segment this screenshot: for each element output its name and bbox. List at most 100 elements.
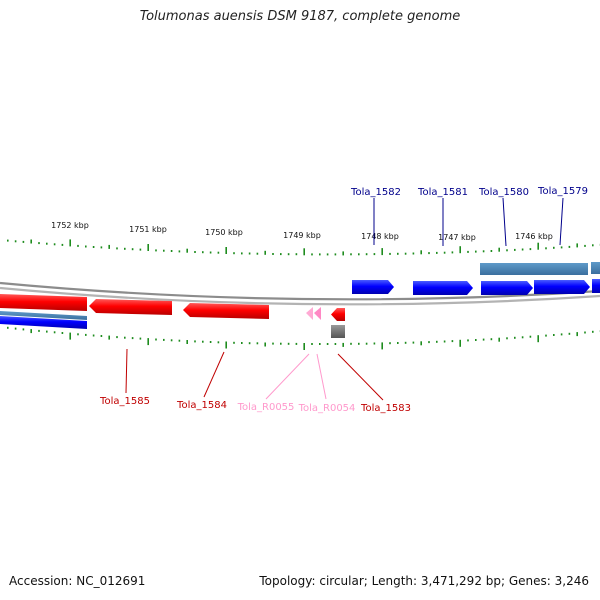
inner-minor-tick [38, 329, 40, 332]
top-gene-labels: Tola_1582 Tola_1581 Tola_1580 Tola_1579 [350, 186, 588, 198]
inner-major-tick [225, 341, 227, 349]
outer-minor-tick [61, 243, 64, 246]
inner-minor-tick [233, 341, 235, 344]
tick-label-1746: 1746 kbp [515, 232, 553, 241]
outer-minor-tick [373, 253, 376, 256]
inner-minor-tick [92, 334, 95, 337]
outer-minor-tick [170, 250, 173, 252]
cds-arrow-tola-1584[interactable] [183, 303, 269, 319]
gene-label-tola-1581[interactable]: Tola_1581 [417, 187, 468, 198]
inner-minor-tick [256, 342, 259, 345]
outer-minor-tick [443, 251, 446, 254]
gene-label-tola-1584[interactable]: Tola_1584 [176, 400, 227, 411]
gene-track-segment [0, 316, 87, 329]
inner-minor-tick [436, 340, 438, 343]
tick-label-1751: 1751 kbp [129, 225, 167, 234]
outer-minor-tick [560, 246, 563, 249]
cds-arrow-tola-1581[interactable] [413, 281, 473, 295]
inner-minor-tick [53, 331, 56, 334]
cds-arrow-tola-1580[interactable] [481, 281, 533, 295]
inner-minor-tick [319, 343, 321, 345]
outer-minor-tick [85, 245, 87, 248]
gene-track-segment [0, 311, 87, 320]
rna-track[interactable] [306, 307, 321, 320]
inner-minor-tick [116, 336, 118, 339]
outer-minor-tick [592, 244, 594, 247]
outer-minor-tick [139, 248, 142, 251]
inner-major-tick [459, 339, 461, 347]
outer-major-tick [225, 247, 227, 254]
inner-minor-tick [77, 333, 79, 336]
genome-summary-text: Topology: circular; Length: 3,471,292 bp… [259, 574, 589, 588]
gene-label-tola-1579[interactable]: Tola_1579 [537, 186, 588, 197]
outer-minor-tick [241, 252, 243, 255]
outer-minor-tick [186, 248, 188, 253]
top-label-leaders [373, 197, 564, 247]
reverse-cds-track[interactable] [0, 294, 345, 321]
inner-minor-tick [428, 341, 430, 344]
outer-minor-tick [264, 250, 266, 255]
outer-tick-ring [7, 239, 600, 256]
inner-major-tick [381, 342, 383, 350]
inner-minor-tick [163, 338, 165, 341]
cds-arrow-tola-1582[interactable] [352, 280, 394, 294]
inner-minor-tick [85, 333, 87, 336]
cds-arrow-tola-1579[interactable] [534, 280, 590, 294]
inner-minor-tick [560, 333, 563, 336]
outer-minor-tick [92, 246, 95, 248]
outer-major-tick [537, 242, 539, 250]
outer-major-tick [381, 248, 383, 256]
inner-minor-tick [100, 335, 103, 337]
gene-track-segment [331, 325, 345, 338]
cds-arrow-tola-1583[interactable] [331, 308, 345, 321]
tick-label-1749: 1749 kbp [283, 231, 321, 240]
outer-minor-tick [545, 247, 547, 250]
inner-minor-tick [389, 342, 391, 345]
inner-minor-tick [241, 342, 243, 344]
outer-minor-tick [233, 252, 235, 255]
gene-track-segment [480, 263, 588, 275]
inner-major-tick [69, 332, 71, 340]
inner-minor-tick [373, 342, 376, 345]
outer-minor-tick [521, 248, 524, 251]
inner-minor-tick [295, 342, 298, 345]
outer-minor-tick [514, 248, 516, 251]
outer-minor-tick [584, 244, 586, 247]
outer-minor-tick [280, 253, 282, 256]
rna-tola-r0055[interactable] [306, 307, 313, 320]
outer-minor-tick [451, 251, 454, 254]
rna-tola-r0054[interactable] [314, 307, 321, 320]
outer-minor-tick [272, 253, 274, 255]
gene-label-tola-r0055[interactable]: Tola_R0055 [237, 402, 295, 413]
inner-minor-tick [545, 334, 547, 337]
inner-minor-tick [194, 340, 196, 343]
outer-minor-tick [256, 252, 259, 255]
forward-cds-track[interactable] [352, 279, 600, 295]
outer-minor-tick [194, 251, 196, 253]
cds-arrow-tola-1584-a[interactable] [89, 299, 172, 315]
gene-label-tola-1585[interactable]: Tola_1585 [99, 396, 150, 407]
outer-minor-tick [436, 251, 438, 254]
inner-minor-tick [280, 342, 282, 345]
scale-labels: 1752 kbp 1751 kbp 1750 kbp 1749 kbp 1748… [51, 221, 553, 242]
cds-arrow-tola-1585[interactable] [0, 294, 87, 311]
inner-minor-tick [506, 337, 508, 340]
gene-label-tola-1580[interactable]: Tola_1580 [478, 187, 529, 198]
inner-minor-tick [131, 337, 134, 340]
inner-minor-tick [568, 332, 571, 335]
inner-minor-tick [272, 342, 274, 345]
tick-label-1748: 1748 kbp [361, 232, 399, 241]
cds-arrow-partial[interactable] [592, 279, 600, 293]
gene-label-tola-1582[interactable]: Tola_1582 [350, 187, 401, 198]
inner-minor-tick [404, 341, 407, 344]
inner-minor-tick [397, 342, 399, 344]
inner-minor-tick [350, 342, 352, 345]
backbone-inner [0, 286, 600, 306]
outer-minor-tick [475, 250, 477, 253]
outer-minor-tick [334, 253, 337, 256]
bottom-gene-labels: Tola_1585 Tola_1584 Tola_R0055 Tola_R005… [99, 396, 411, 414]
gene-label-tola-r0054[interactable]: Tola_R0054 [298, 403, 356, 414]
gene-label-tola-1583[interactable]: Tola_1583 [360, 403, 411, 414]
outer-minor-tick [116, 247, 118, 250]
